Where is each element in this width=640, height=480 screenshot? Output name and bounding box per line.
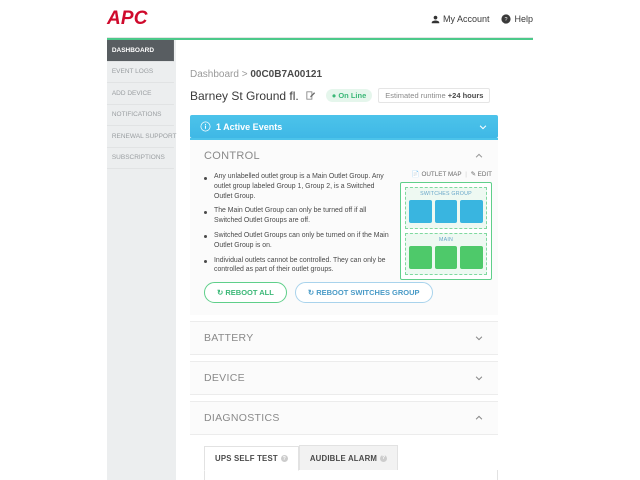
svg-text:?: ? xyxy=(505,17,508,23)
